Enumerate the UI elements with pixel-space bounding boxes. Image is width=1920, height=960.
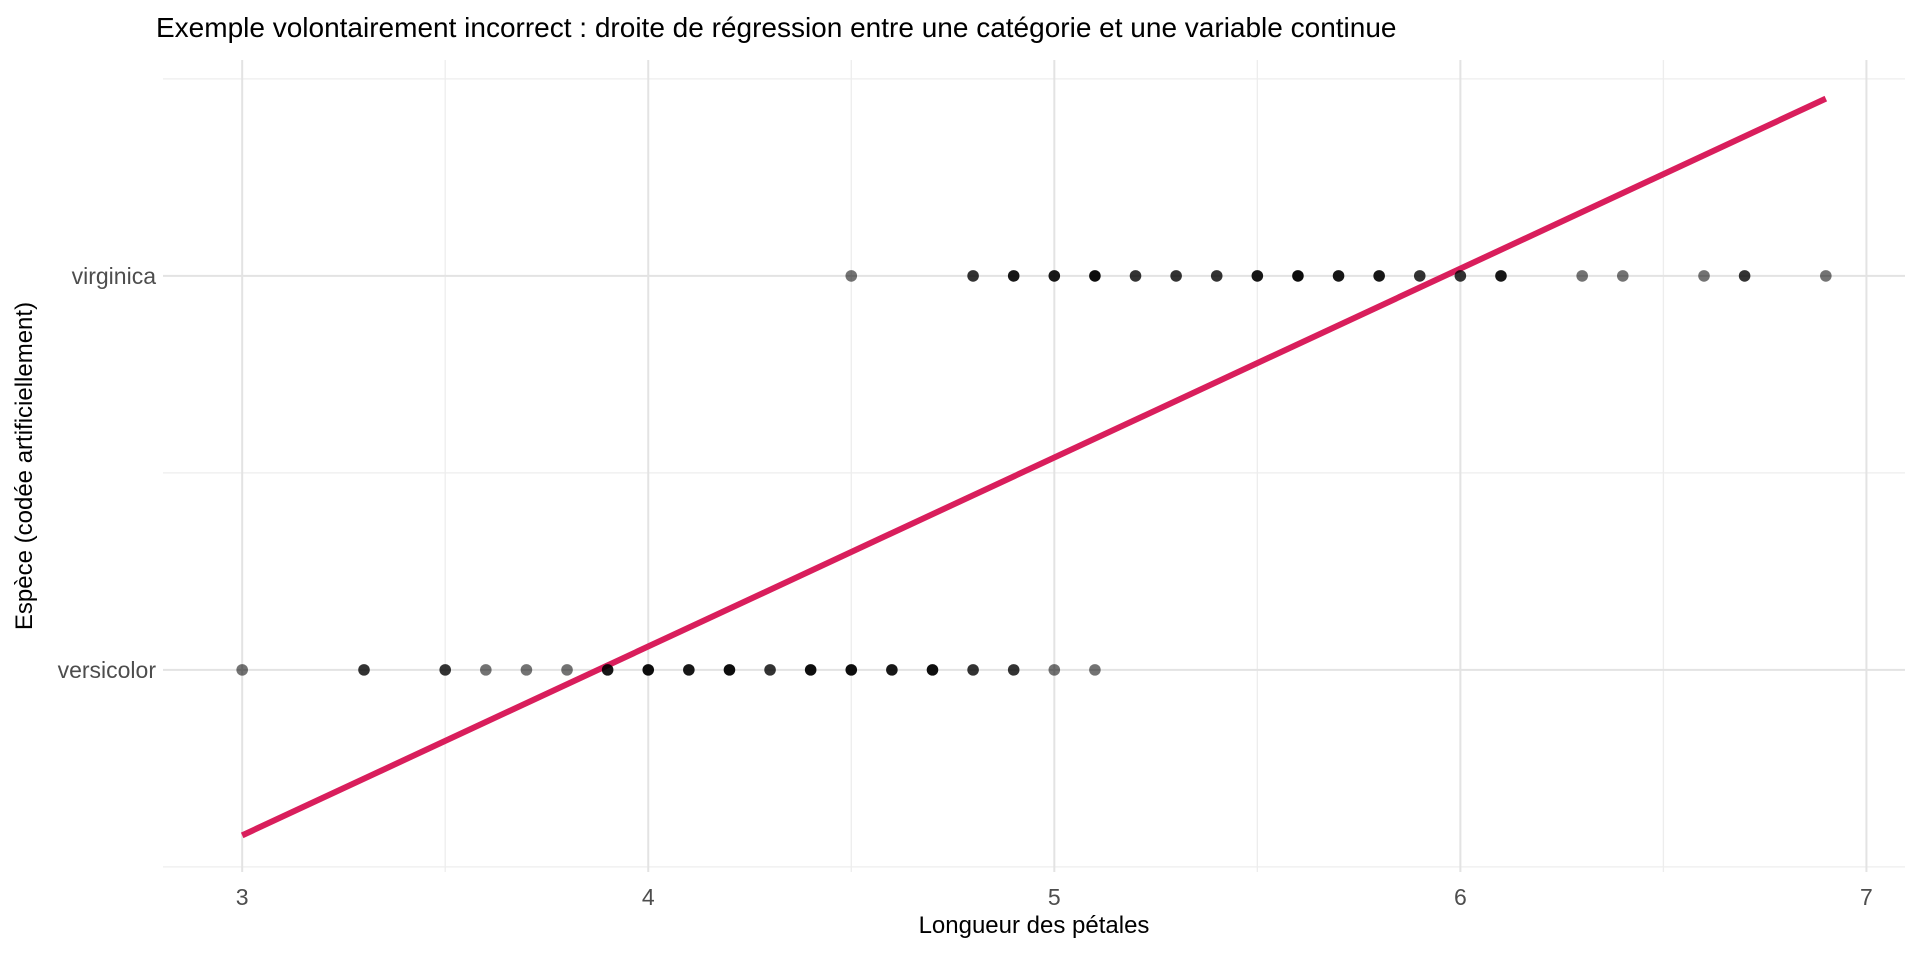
data-point-virginica <box>1048 270 1061 282</box>
data-point-versicolor <box>561 664 573 676</box>
data-point-versicolor <box>845 664 858 676</box>
data-point-virginica <box>1332 270 1345 282</box>
data-point-virginica <box>845 270 858 282</box>
data-point-versicolor <box>926 664 939 676</box>
data-point-virginica <box>1129 270 1142 282</box>
data-point-versicolor <box>683 664 695 676</box>
data-point-virginica <box>1698 270 1710 282</box>
data-point-virginica <box>1251 270 1264 282</box>
x-axis-title: Longueur des pétales <box>918 912 1150 939</box>
data-point-versicolor <box>480 664 492 676</box>
data-point-versicolor <box>967 664 979 676</box>
data-point-virginica <box>1413 270 1426 282</box>
data-point-versicolor <box>804 664 817 676</box>
data-point-virginica <box>967 270 979 282</box>
data-point-virginica <box>1616 270 1629 282</box>
data-point-versicolor <box>1048 664 1061 676</box>
data-point-virginica <box>1170 270 1182 282</box>
data-point-virginica <box>1576 270 1588 282</box>
data-point-versicolor <box>601 664 614 676</box>
x-tick-label-5: 5 <box>1047 884 1061 910</box>
x-tick-label-6: 6 <box>1453 884 1467 910</box>
data-point-virginica <box>1454 270 1467 282</box>
y-tick-label-versicolor: versicolor <box>57 656 156 683</box>
data-point-versicolor <box>358 664 370 676</box>
data-point-versicolor <box>439 664 452 676</box>
regression-line <box>240 95 1828 839</box>
x-tick-label-3: 3 <box>235 884 249 910</box>
y-axis-title: Espèce (codée artificiellement) <box>11 301 38 631</box>
data-point-versicolor <box>520 664 533 676</box>
data-point-versicolor <box>886 664 898 676</box>
data-point-virginica <box>1007 270 1020 282</box>
data-point-virginica <box>1292 270 1304 282</box>
data-point-virginica <box>1495 270 1507 282</box>
data-point-virginica <box>1820 270 1832 282</box>
data-point-versicolor <box>1007 664 1020 676</box>
data-point-versicolor <box>1089 664 1101 676</box>
data-point-versicolor <box>723 664 736 676</box>
y-tick-label-virginica: virginica <box>71 262 156 289</box>
data-point-versicolor <box>642 664 655 676</box>
data-point-virginica <box>1210 270 1223 282</box>
x-tick-label-7: 7 <box>1860 884 1873 910</box>
data-point-virginica <box>1089 270 1101 282</box>
data-point-virginica <box>1373 270 1385 282</box>
x-tick-label-4: 4 <box>641 884 655 910</box>
data-point-versicolor <box>236 664 248 676</box>
data-point-virginica <box>1738 270 1751 282</box>
chart-title: Exemple volontairement incorrect : droit… <box>156 12 1397 43</box>
data-point-versicolor <box>764 664 776 676</box>
